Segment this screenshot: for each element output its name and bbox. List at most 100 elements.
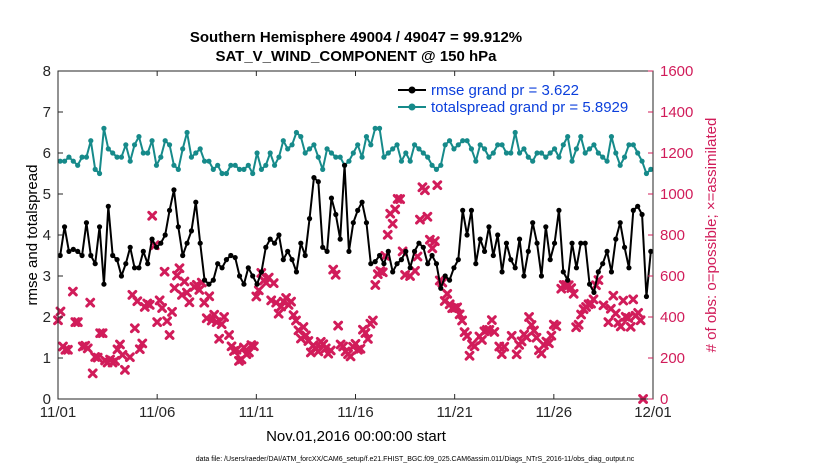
totalspread-point-14 [118,154,125,160]
axes: 11/01 11/06 11/11 11/16 11/21 11/26 12/0101234… [40,63,694,421]
legend-totalspread-marker [408,103,416,111]
totalspread-point-95 [473,158,479,164]
totalspread-point-112 [547,150,553,156]
totalspread-point-53 [289,142,295,148]
obs-assimilated-marker-10 [82,343,93,354]
rmse-point-125 [604,248,610,254]
totalspread-point-80 [407,158,413,164]
obs-assimilated-marker-123 [370,280,381,290]
totalspread-point-58 [311,142,317,148]
rmse-point-54 [293,269,300,275]
rmse-point-35 [210,277,216,283]
x-tick-label-4: 11/21 [436,404,472,421]
rmse-point-34 [206,281,212,287]
rmse-point-67 [350,220,356,226]
rmse-point-27 [175,224,181,230]
rmse-point-79 [403,248,409,254]
y-left-tick-label-8: 8 [43,63,51,80]
rmse-point-92 [460,207,466,213]
rmse-point-132 [635,203,641,209]
rmse-point-38 [223,257,230,263]
rmse-point-31 [193,199,199,205]
totalspread-point-57 [306,146,313,152]
totalspread-point-84 [425,154,431,160]
totalspread-point-98 [486,154,492,160]
rmse-point-96 [477,236,483,242]
rmse-point-103 [508,257,514,263]
rmse-point-3 [70,246,76,252]
totalspread-point-8 [92,166,98,172]
obs-assimilated-marker-217 [628,294,639,305]
rmse-point-24 [162,232,168,238]
totalspread-point-42 [241,166,247,172]
totalspread-point-82 [416,146,422,152]
totalspread-point-56 [302,150,308,156]
obs-assimilated-marker-206 [598,300,609,311]
rmse-point-115 [560,269,566,275]
rmse-point-73 [376,252,383,259]
obs-assimilated-marker-181 [531,332,542,343]
rmse-point-78 [398,257,405,263]
y-left-tick-label-3: 3 [43,268,51,285]
rmse-point-58 [311,175,317,181]
totalspread-point-46 [258,166,265,172]
totalspread-point-11 [105,146,111,152]
totalspread-point-114 [556,154,562,160]
totalspread-point-104 [512,129,518,136]
totalspread-point-66 [346,158,352,164]
totalspread-point-128 [617,162,623,168]
rmse-point-85 [429,252,435,259]
legend: rmse grand pr = 3.622 totalspread grand … [398,82,628,116]
rmse-point-88 [442,273,448,279]
obs-assimilated-marker-213 [618,295,629,306]
totalspread-point-29 [184,129,190,136]
totalspread-point-60 [320,166,326,172]
rmse-point-112 [547,257,553,263]
legend-rmse-label: rmse grand pr = 3.622 [431,82,579,99]
rmse-point-123 [595,269,601,275]
rmse-point-111 [543,224,549,230]
rmse-point-25 [166,207,173,213]
obs-assimilated-marker-12 [87,368,98,379]
totalspread-point-71 [368,142,374,148]
rmse-point-127 [613,236,619,242]
obs-assimilated-marker-76 [253,285,264,296]
totalspread-point-131 [630,142,636,148]
legend-totalspread-label: totalspread grand pr = 5.8929 [431,99,628,116]
totalspread-point-44 [250,170,256,177]
rmse-point-99 [490,252,496,259]
rmse-point-12 [110,252,116,259]
obs-assimilated-marker-46 [174,263,185,274]
rmse-point-7 [88,252,94,259]
totalspread-point-108 [530,158,536,164]
obs-assimilated-marker-203 [588,294,599,305]
obs-assimilated-marker-44 [169,283,180,293]
totalspread-point-77 [394,142,400,148]
totalspread-point-118 [573,146,580,152]
x-axis-label: Nov.01,2016 00:00:00 start [266,428,447,445]
totalspread-point-110 [538,150,545,156]
obs-assimilated-marker-24 [117,350,128,360]
rmse-point-17 [131,265,138,271]
obs-assimilated-marker-209 [608,290,619,301]
rmse-point-40 [232,254,238,261]
y-right-tick-label-3: 600 [660,268,685,285]
rmse-point-90 [451,265,457,271]
rmse-point-74 [381,261,387,267]
rmse-point-63 [333,211,339,218]
obs-assimilated-marker-74 [248,341,259,352]
rmse-point-48 [267,236,273,242]
rmse-point-124 [600,261,606,267]
rmse-point-70 [363,220,370,226]
rmse-series [57,162,654,300]
obs-assimilated-marker-131 [390,204,401,215]
rmse-point-49 [271,240,278,246]
totalspread-point-87 [438,162,444,168]
totalspread-point-9 [96,170,103,177]
obs-assimilated-marker-37 [152,317,163,328]
obs-assimilated-marker-107 [330,269,341,280]
totalspread-point-134 [643,170,650,177]
totalspread-point-2 [66,154,72,160]
y-axis-label-right: # of obs: o=possible; ×=assimilated [703,118,720,353]
